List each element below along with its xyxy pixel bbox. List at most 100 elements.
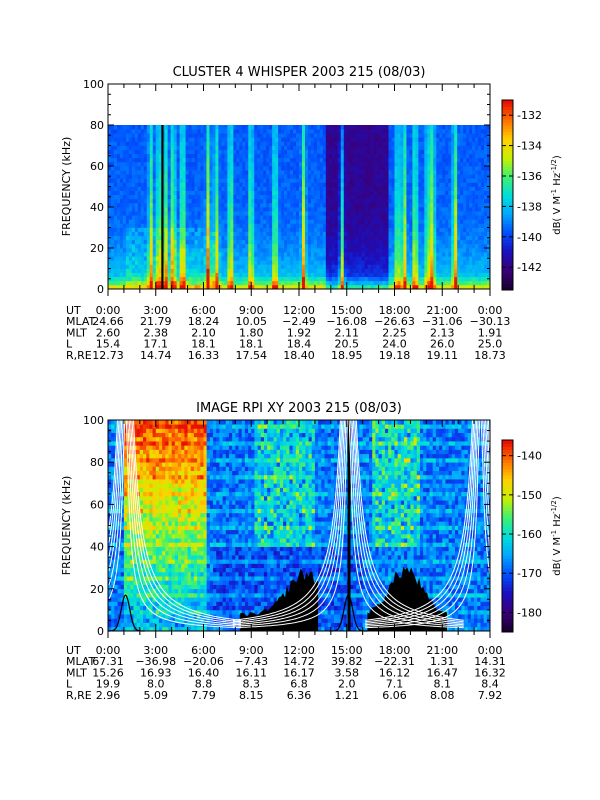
spectrogram-cell [364,231,368,237]
spectrogram-cell [194,190,198,196]
spectrogram-cell [421,129,425,134]
spectrogram-cell [412,137,416,142]
spectrogram-cell [134,211,139,216]
spectrogram-cell [430,239,434,245]
spectrogram-cell [293,174,297,179]
spectrogram-cell [128,252,133,257]
spectrogram-cell [227,145,231,150]
spectrogram-cell [307,207,312,212]
spectrogram-cell [439,235,443,241]
spectrogram-cell [212,239,216,245]
spectrogram-cell [412,129,416,134]
spectrogram-cell [200,202,204,208]
spectrogram-cell [140,198,145,204]
spectrogram-cell [197,256,201,261]
spectrogram-cell [451,272,455,278]
spectrogram-cell [358,260,363,265]
spectrogram-cell [248,178,252,183]
spectrogram-cell [108,125,112,130]
spectrogram-cell [310,190,315,196]
spectrogram-cell [125,211,130,216]
spectrogram-cell [340,153,345,159]
spectrogram-cell [415,174,419,179]
spectrogram-cell [385,284,389,290]
spectrogram-cell [397,276,401,282]
spectrogram-cell [146,284,151,290]
spectrogram-cell [472,256,476,261]
spectrogram-cell [122,194,127,200]
spectrogram-cell [182,219,186,224]
spectrogram-cell [131,235,136,241]
spectrogram-cell [424,243,428,249]
spectrogram-cell [358,149,363,155]
spectrogram-cell [176,276,180,282]
spectrogram-cell [358,161,363,167]
spectrogram-cell [370,235,374,241]
spectrogram-cell [346,149,351,155]
spectrogram-cell [224,170,228,175]
spectrogram-cell [328,186,333,191]
spectrogram-cell [173,129,177,134]
spectrogram-cell [304,153,309,159]
spectrogram-cell [287,219,291,224]
spectrogram-cell [349,243,354,249]
spectrogram-cell [155,227,160,232]
spectrogram-cell [119,198,124,204]
spectrogram-cell [412,198,416,204]
spectrogram-cell [388,239,392,245]
spectrogram-cell [472,182,476,187]
spectrogram-cell [391,252,395,257]
spectrogram-cell [263,161,267,167]
spectrogram-cell [316,207,321,212]
spectrogram-cell [224,186,228,191]
spectrogram-cell [242,129,246,134]
spectrogram-cell [236,272,240,278]
spectrogram-cell [340,243,345,249]
spectrogram-cell [304,207,309,212]
spectrogram-cell [173,153,177,159]
spectrogram-cell [433,149,437,155]
spectrogram-cell [254,133,258,138]
spectrogram-cell [143,129,148,134]
spectrogram-cell [373,125,377,130]
spectrogram-cell [131,227,136,232]
spectrogram-cell [349,231,354,237]
spectrogram-cell [466,170,470,175]
spectrogram-cell [113,145,118,150]
spectrogram-cell [143,133,148,138]
spectrogram-cell [400,157,404,163]
spectrogram-cell [424,157,428,163]
spectrogram-cell [212,215,216,220]
spectrogram-cell [343,219,348,224]
spectrogram-cell [140,194,145,200]
spectrogram-cell [152,149,157,155]
spectrogram-cell [397,141,401,146]
spectrogram-cell [454,157,458,163]
spectrogram-cell [388,243,392,249]
spectrogram-cell [403,252,407,257]
spectrogram-cell [349,186,354,191]
spectrogram-cell [125,280,130,286]
spectrogram-cell [310,284,315,290]
spectrogram-cell [191,248,195,253]
spectrogram-cell [254,268,258,273]
spectrogram-cell [122,248,127,253]
spectrogram-cell [116,231,121,237]
spectrogram-cell [113,182,118,187]
spectrogram-cell [218,207,222,212]
spectrogram-cell [194,219,198,224]
spectrogram-cell [164,235,169,241]
spectrogram-cell [454,252,458,257]
spectrogram-cell [346,153,351,159]
spectrogram-cell [433,161,437,167]
spectrogram-cell [361,133,366,138]
spectrogram-cell [179,239,183,245]
spectrogram-cell [215,182,219,187]
spectrogram-cell [367,129,371,134]
spectrogram-cell [307,166,312,171]
spectrogram-cell [400,170,404,175]
spectrogram-cell [316,161,321,167]
spectrogram-cell [370,268,374,273]
spectrogram-cell [197,186,201,191]
spectrogram-cell [373,256,377,261]
